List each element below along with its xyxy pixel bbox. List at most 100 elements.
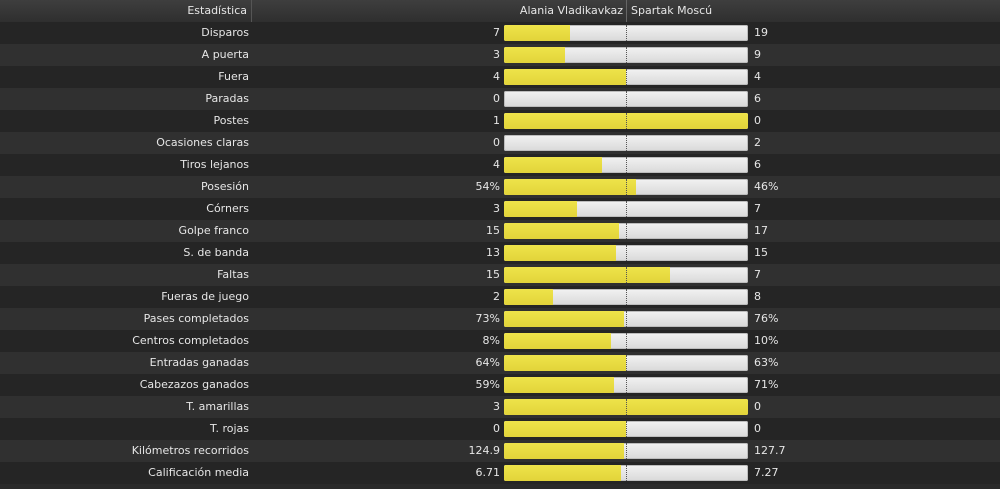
stat-row: Disparos 7 19 (0, 22, 1000, 44)
center-divider (626, 91, 627, 107)
stat-row: Postes 1 0 (0, 110, 1000, 132)
comparison-bar (504, 113, 748, 129)
comparison-bar (504, 245, 748, 261)
home-value: 0 (493, 136, 500, 149)
home-value: 2 (493, 290, 500, 303)
home-value: 13 (486, 246, 500, 259)
stat-label: Fuera (218, 70, 249, 83)
center-divider (626, 179, 627, 195)
home-value: 0 (493, 422, 500, 435)
stat-row: Pases completados 73% 76% (0, 308, 1000, 330)
stats-header: Estadística Alania Vladikavkaz Spartak M… (0, 0, 1000, 23)
home-share-fill (504, 333, 612, 349)
away-value: 46% (754, 180, 779, 193)
center-divider (626, 245, 627, 261)
home-value: 73% (475, 312, 500, 325)
center-divider (626, 333, 627, 349)
comparison-bar (504, 267, 748, 283)
away-value: 2 (754, 136, 761, 149)
comparison-bar (504, 377, 748, 393)
away-value: 63% (754, 356, 779, 369)
stat-row: T. amarillas 3 0 (0, 396, 1000, 418)
stat-label: Ocasiones claras (156, 136, 249, 149)
home-value: 64% (475, 356, 500, 369)
comparison-bar (504, 91, 748, 107)
stat-label: Entradas ganadas (149, 356, 249, 369)
comparison-bar (504, 465, 748, 481)
comparison-bar (504, 223, 748, 239)
center-divider (626, 377, 627, 393)
home-value: 4 (493, 70, 500, 83)
away-team-name[interactable]: Spartak Moscú (631, 4, 713, 17)
center-divider (626, 267, 627, 283)
comparison-bar (504, 421, 748, 437)
away-value: 6 (754, 158, 761, 171)
stat-label: A puerta (201, 48, 249, 61)
stat-label: Pases completados (143, 312, 249, 325)
home-value: 15 (486, 224, 500, 237)
away-value: 0 (754, 400, 761, 413)
home-value: 7 (493, 26, 500, 39)
home-share-fill (504, 311, 624, 327)
home-share-fill (504, 245, 617, 261)
comparison-bar (504, 69, 748, 85)
stat-row: Cabezazos ganados 59% 71% (0, 374, 1000, 396)
comparison-bar (504, 333, 748, 349)
comparison-bar (504, 289, 748, 305)
home-share-fill (504, 377, 614, 393)
stat-row: Paradas 0 6 (0, 88, 1000, 110)
center-divider (626, 25, 627, 41)
comparison-bar (504, 311, 748, 327)
center-divider (626, 157, 627, 173)
away-value: 7 (754, 202, 761, 215)
center-divider (626, 465, 627, 481)
stat-row: Córners 3 7 (0, 198, 1000, 220)
center-divider (626, 135, 627, 151)
home-share-fill (504, 267, 670, 283)
stat-label: Fueras de juego (161, 290, 249, 303)
away-value: 7 (754, 268, 761, 281)
stat-label: T. amarillas (186, 400, 249, 413)
stat-label: Golpe franco (178, 224, 249, 237)
center-divider (626, 289, 627, 305)
away-value: 8 (754, 290, 761, 303)
stat-row: Golpe franco 15 17 (0, 220, 1000, 242)
stat-row: Posesión 54% 46% (0, 176, 1000, 198)
away-value: 76% (754, 312, 779, 325)
home-value: 8% (482, 334, 500, 347)
stat-row: A puerta 3 9 (0, 44, 1000, 66)
away-value: 127.7 (754, 444, 786, 457)
home-team-name[interactable]: Alania Vladikavkaz (520, 0, 627, 22)
away-value: 71% (754, 378, 779, 391)
away-value: 0 (754, 114, 761, 127)
stat-label: Disparos (201, 26, 249, 39)
home-share-fill (504, 179, 636, 195)
stat-label: Centros completados (132, 334, 249, 347)
stat-label: Paradas (205, 92, 249, 105)
stat-label: Tiros lejanos (180, 158, 249, 171)
away-value: 6 (754, 92, 761, 105)
away-value: 9 (754, 48, 761, 61)
stat-row: Calificación media 6.71 7.27 (0, 462, 1000, 484)
away-value: 7.27 (754, 466, 779, 479)
home-value: 3 (493, 202, 500, 215)
center-divider (626, 399, 627, 415)
stat-column-header[interactable]: Estadística (0, 0, 252, 22)
stat-label: Faltas (217, 268, 249, 281)
stat-row: T. rojas 0 0 (0, 418, 1000, 440)
home-value: 4 (493, 158, 500, 171)
home-share-fill (504, 69, 626, 85)
home-share-fill (504, 157, 602, 173)
home-share-fill (504, 443, 624, 459)
home-value: 124.9 (468, 444, 501, 457)
center-divider (626, 355, 627, 371)
center-divider (626, 47, 627, 63)
home-share-fill (504, 47, 565, 63)
stat-label: Cabezazos ganados (139, 378, 249, 391)
stat-row: Fuera 4 4 (0, 66, 1000, 88)
stat-row: S. de banda 13 15 (0, 242, 1000, 264)
center-divider (626, 113, 627, 129)
center-divider (626, 443, 627, 459)
home-value: 15 (486, 268, 500, 281)
